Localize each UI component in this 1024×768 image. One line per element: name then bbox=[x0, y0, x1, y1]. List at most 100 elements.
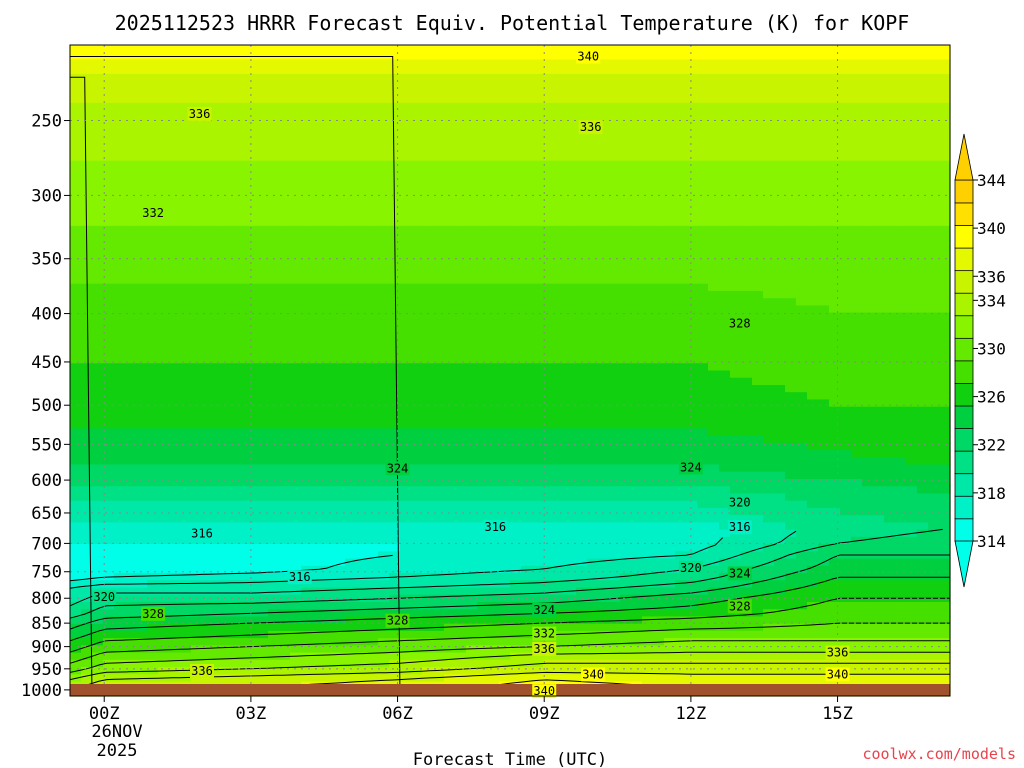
heat-cell bbox=[807, 363, 819, 372]
heat-cell bbox=[664, 131, 676, 140]
heat-cell bbox=[565, 146, 577, 155]
heat-cell bbox=[675, 435, 687, 444]
heat-cell bbox=[279, 334, 291, 343]
heat-cell bbox=[81, 124, 93, 133]
heat-cell bbox=[565, 218, 577, 227]
heat-cell bbox=[334, 319, 346, 328]
heat-cell bbox=[444, 182, 456, 191]
heat-cell bbox=[763, 392, 775, 401]
heat-cell bbox=[730, 457, 742, 466]
heat-cell bbox=[631, 384, 643, 393]
heat-cell bbox=[378, 254, 390, 263]
heat-cell bbox=[609, 182, 621, 191]
heat-cell bbox=[664, 428, 676, 437]
heat-cell bbox=[92, 327, 104, 335]
heat-cell bbox=[543, 471, 555, 480]
heat-cell bbox=[301, 59, 313, 68]
heat-cell bbox=[917, 225, 929, 234]
heat-cell bbox=[202, 341, 214, 350]
heat-cell bbox=[829, 240, 841, 249]
heat-cell bbox=[576, 131, 588, 140]
heat-cell bbox=[829, 312, 841, 321]
heat-cell bbox=[939, 442, 951, 451]
heat-cell bbox=[609, 457, 621, 466]
heat-cell bbox=[939, 218, 951, 227]
heat-cell bbox=[928, 348, 940, 357]
heat-cell bbox=[906, 269, 918, 278]
heat-cell bbox=[554, 406, 566, 415]
heat-cell bbox=[840, 139, 852, 147]
heat-cell bbox=[158, 327, 170, 335]
heat-cell bbox=[884, 167, 896, 176]
heat-cell bbox=[158, 457, 170, 466]
heat-cell bbox=[587, 406, 599, 415]
heat-cell bbox=[455, 88, 467, 97]
heat-cell bbox=[246, 356, 258, 364]
heat-cell bbox=[752, 45, 764, 53]
heat-cell bbox=[455, 81, 467, 89]
heat-cell bbox=[499, 334, 511, 343]
heat-cell bbox=[928, 435, 940, 444]
heat-cell bbox=[939, 124, 951, 133]
heat-cell bbox=[81, 139, 93, 147]
heat-cell bbox=[180, 486, 192, 495]
heat-cell bbox=[213, 153, 225, 162]
heat-cell bbox=[917, 276, 929, 285]
heat-cell bbox=[246, 269, 258, 278]
heat-cell bbox=[158, 406, 170, 415]
heat-cell bbox=[466, 45, 478, 53]
heat-cell bbox=[213, 384, 225, 393]
heat-cell bbox=[664, 479, 676, 487]
heat-cell bbox=[697, 276, 709, 285]
heat-cell bbox=[697, 428, 709, 437]
heat-cell bbox=[719, 233, 731, 241]
heat-cell bbox=[730, 399, 742, 408]
heat-cell bbox=[323, 319, 335, 328]
heat-cell bbox=[444, 406, 456, 415]
heat-cell bbox=[862, 457, 874, 466]
heat-cell bbox=[422, 290, 434, 299]
heat-cell bbox=[851, 240, 863, 249]
heat-cell bbox=[257, 110, 269, 118]
heat-cell bbox=[708, 160, 720, 169]
heat-cell bbox=[510, 189, 522, 198]
heat-cell bbox=[268, 298, 280, 306]
heat-cell bbox=[455, 225, 467, 234]
heat-cell bbox=[246, 175, 258, 184]
heat-cell bbox=[169, 211, 181, 220]
heat-cell bbox=[136, 240, 148, 249]
heat-cell bbox=[609, 95, 621, 104]
heat-cell bbox=[400, 175, 412, 184]
heat-cell bbox=[532, 233, 544, 241]
heat-cell bbox=[114, 399, 126, 408]
heat-cell bbox=[686, 421, 698, 429]
heat-cell bbox=[224, 196, 236, 205]
heat-cell bbox=[686, 204, 698, 212]
heat-cell bbox=[576, 305, 588, 314]
heat-cell bbox=[708, 196, 720, 205]
heat-cell bbox=[906, 290, 918, 299]
heat-cell bbox=[323, 182, 335, 191]
heat-cell bbox=[455, 392, 467, 401]
heat-cell bbox=[884, 384, 896, 393]
heat-cell bbox=[147, 348, 159, 357]
heat-cell bbox=[433, 377, 445, 386]
heat-cell bbox=[686, 486, 698, 495]
heat-cell bbox=[114, 45, 126, 53]
heat-cell bbox=[675, 262, 687, 270]
heat-cell bbox=[829, 247, 841, 256]
heat-cell bbox=[466, 247, 478, 256]
heat-cell bbox=[367, 117, 379, 126]
heat-cell bbox=[510, 305, 522, 314]
heat-cell bbox=[829, 225, 841, 234]
heat-cell bbox=[356, 399, 368, 408]
heat-cell bbox=[400, 88, 412, 97]
heat-cell bbox=[246, 73, 258, 82]
heat-cell bbox=[532, 117, 544, 126]
heat-cell bbox=[620, 392, 632, 401]
heat-cell bbox=[917, 254, 929, 263]
heat-cell bbox=[917, 413, 929, 422]
heat-cell bbox=[180, 66, 192, 75]
heat-cell bbox=[158, 312, 170, 321]
heat-cell bbox=[477, 327, 489, 335]
